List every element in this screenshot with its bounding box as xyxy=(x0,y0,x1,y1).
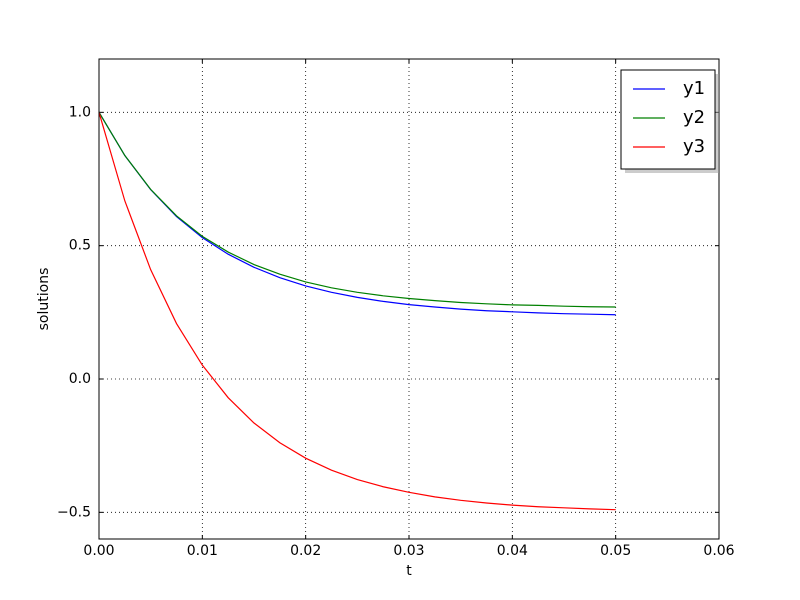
legend-box xyxy=(620,69,716,170)
legend-label: y1 xyxy=(683,78,705,99)
y-tick-label: −0.5 xyxy=(57,504,91,520)
x-tick-label: 0.02 xyxy=(290,543,321,559)
x-tick-label: 0.03 xyxy=(393,543,424,559)
x-tick-label: 0.06 xyxy=(703,543,734,559)
x-axis-label: t xyxy=(406,563,412,579)
y-axis-label: solutions xyxy=(36,268,52,331)
x-tick-label: 0.05 xyxy=(600,543,631,559)
x-tick-label: 0.01 xyxy=(187,543,218,559)
y-tick-label: 0.0 xyxy=(69,371,91,387)
series-line xyxy=(98,112,616,316)
legend: y1 y2 y3 xyxy=(620,69,719,173)
x-tick-label: 0.00 xyxy=(83,543,114,559)
y-tick-label: 1.0 xyxy=(69,104,91,120)
x-tick-label: 0.04 xyxy=(497,543,528,559)
axes-frame xyxy=(98,58,720,540)
legend-label: y2 xyxy=(683,107,705,128)
y-tick-label: 0.5 xyxy=(69,238,91,254)
legend-label: y3 xyxy=(683,136,705,157)
series-line xyxy=(98,112,616,308)
series-line xyxy=(98,112,616,511)
